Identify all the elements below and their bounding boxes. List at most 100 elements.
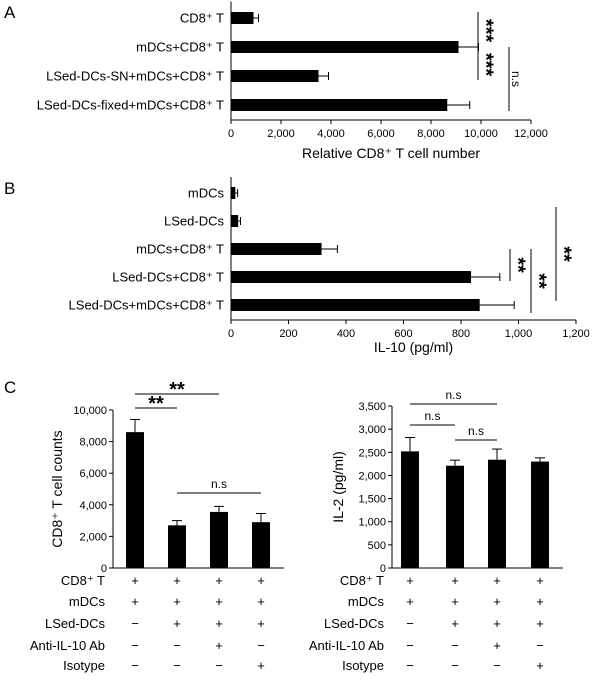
chart-b: 0 200 400 600 800 1,000 1,200 IL-10 (pg/ml) mDCs…	[69, 177, 590, 355]
x-tick-label: 200	[279, 328, 297, 340]
bar	[231, 12, 254, 24]
condition-sign: −	[536, 638, 544, 653]
bar	[252, 522, 270, 568]
y-tick-label: 2,000	[79, 531, 107, 543]
bar	[446, 465, 464, 568]
category-label: LSed-DCs-fixed+mDCs+CD8⁺ T	[37, 98, 224, 113]
condition-sign: +	[536, 658, 544, 673]
chart-a: 0 2,000 4,000 6,000 8,000 10,000 12,000 Relativ…	[37, 1, 548, 161]
condition-sign: +	[406, 594, 414, 609]
significance-label: ***	[475, 19, 497, 43]
condition-label: mDCs	[348, 594, 385, 609]
x-tick-label: 1,000	[505, 328, 533, 340]
y-tick-label: 2,000	[358, 470, 386, 482]
bar	[126, 432, 144, 568]
condition-sign: +	[215, 573, 223, 588]
panel-a-label: A	[4, 3, 16, 22]
condition-sign: −	[406, 658, 414, 673]
panel-b-label: B	[4, 179, 15, 198]
condition-sign: −	[451, 658, 459, 673]
y-tick-label: 0	[380, 563, 386, 575]
significance-label: n.s	[211, 477, 227, 491]
category-label: CD8⁺ T	[180, 11, 224, 26]
x-tick-label: 6,000	[367, 128, 395, 140]
x-tick-label: 10,000	[464, 128, 498, 140]
x-tick-label: 0	[228, 328, 234, 340]
x-tick-label: 4,000	[317, 128, 345, 140]
condition-sign: +	[257, 658, 265, 673]
significance-label: **	[169, 379, 185, 401]
y-tick-label: 4,000	[79, 500, 107, 512]
x-tick-label: 400	[337, 328, 355, 340]
significance-label: n.s	[424, 409, 440, 423]
y-tick-label: 3,500	[358, 401, 386, 413]
condition-sign: +	[536, 594, 544, 609]
condition-sign: −	[257, 638, 265, 653]
y-tick-label: 2,500	[358, 447, 386, 459]
category-label: LSed-DCs+CD8⁺ T	[112, 270, 224, 285]
x-tick-label: 12,000	[514, 128, 548, 140]
condition-sign: +	[406, 573, 414, 588]
y-tick-label: 1,000	[358, 517, 386, 529]
significance-label: **	[507, 257, 529, 273]
condition-sign: +	[173, 573, 181, 588]
chart-c-left: 0 2,000 4,000 6,000 8,000 10,000 CD8⁺ T cell c…	[30, 379, 284, 673]
panel-c-label: C	[4, 378, 16, 397]
category-label: mDCs+CD8⁺ T	[136, 242, 224, 257]
condition-label: Isotype	[63, 658, 105, 673]
x-tick-label: 2,000	[267, 128, 295, 140]
y-tick-label: 1,500	[358, 494, 386, 506]
bar	[168, 525, 186, 568]
condition-sign: −	[406, 616, 414, 631]
bar	[210, 511, 228, 568]
y-tick-label: 10,000	[73, 405, 107, 417]
condition-sign: −	[131, 658, 139, 673]
condition-sign: −	[215, 658, 223, 673]
y-tick-label: 6,000	[79, 468, 107, 480]
category-label: LSed-DCs	[164, 214, 224, 229]
condition-sign: +	[215, 638, 223, 653]
condition-sign: +	[451, 594, 459, 609]
condition-sign: +	[493, 616, 501, 631]
condition-sign: +	[131, 573, 139, 588]
bar	[231, 70, 319, 82]
condition-sign: −	[173, 658, 181, 673]
bar	[231, 243, 322, 255]
x-tick-label: 800	[452, 328, 470, 340]
significance-label: **	[528, 273, 550, 289]
condition-sign: +	[536, 616, 544, 631]
x-tick-label: 8,000	[417, 128, 445, 140]
condition-sign: −	[131, 638, 139, 653]
condition-sign: +	[451, 616, 459, 631]
significance-label: n.s	[468, 424, 484, 438]
y-tick-label: 3,000	[358, 424, 386, 436]
condition-label: CD8⁺ T	[340, 573, 384, 588]
condition-sign: +	[493, 594, 501, 609]
chart-c-right: 0 500 1,000 1,500 2,000 2,500 3,000 3,500 IL-2 (…	[309, 388, 563, 673]
bar	[231, 187, 236, 199]
condition-sign: −	[493, 658, 501, 673]
x-axis-title: Relative CD8⁺ T cell number	[302, 145, 480, 161]
bar	[231, 215, 239, 227]
condition-label: Anti-IL-10 Ab	[309, 638, 384, 653]
x-tick-label: 0	[228, 128, 234, 140]
condition-sign: +	[257, 594, 265, 609]
y-tick-label: 8,000	[79, 437, 107, 449]
condition-label: Anti-IL-10 Ab	[30, 638, 105, 653]
category-label: mDCs+CD8⁺ T	[136, 40, 224, 55]
condition-sign: −	[406, 638, 414, 653]
condition-sign: +	[173, 616, 181, 631]
category-label: LSed-DCs+mDCs+CD8⁺ T	[69, 298, 225, 313]
condition-sign: +	[215, 616, 223, 631]
x-tick-label: 600	[394, 328, 412, 340]
y-axis-title: CD8⁺ T cell counts	[49, 430, 65, 547]
condition-label: CD8⁺ T	[61, 573, 105, 588]
bar	[488, 459, 506, 568]
bar	[231, 299, 480, 311]
y-axis-title: IL-2 (pg/ml)	[330, 451, 346, 523]
condition-sign: +	[257, 573, 265, 588]
condition-label: mDCs	[69, 594, 106, 609]
significance-label: ***	[475, 53, 497, 77]
significance-label: **	[148, 393, 164, 415]
